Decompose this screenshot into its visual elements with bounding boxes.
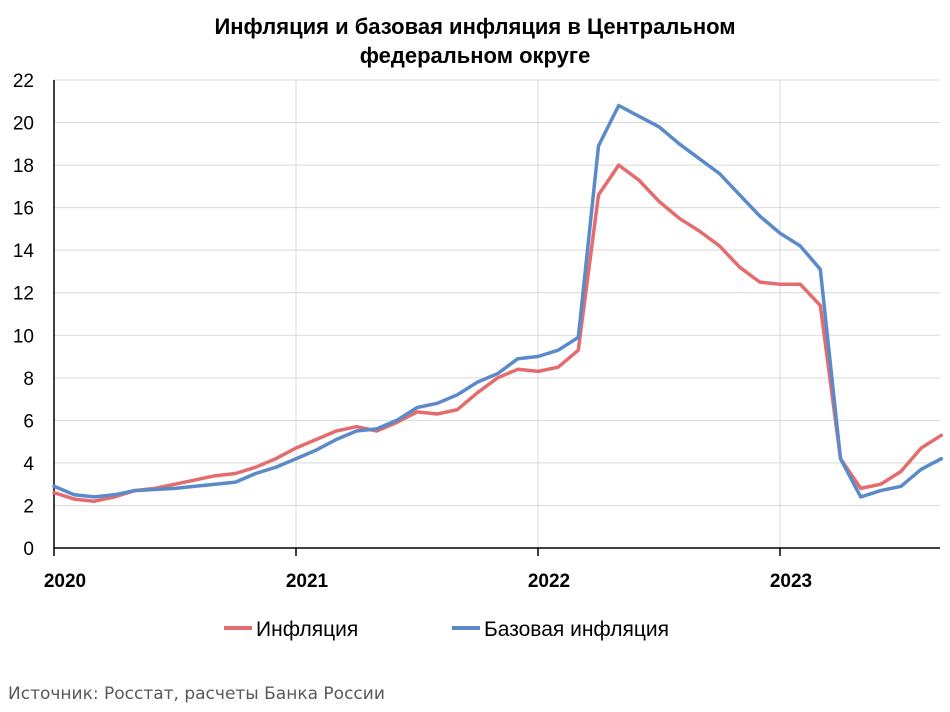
y-tick-label: 8 [23, 369, 34, 390]
y-tick-label: 14 [13, 241, 35, 262]
legend-label-1: Инфляция [256, 618, 358, 641]
series-line-2 [52, 103, 944, 499]
x-tick-label: 2023 [770, 571, 812, 592]
x-tick-label: 2021 [286, 571, 329, 592]
legend-label-2: Базовая инфляция [484, 618, 669, 641]
source-note: Источник: Росстат, расчеты Банка России [8, 684, 385, 704]
y-tick-label: 12 [13, 284, 34, 305]
y-tick-label: 2 [23, 496, 34, 517]
series-layer [52, 103, 944, 503]
y-tick-label: 4 [23, 454, 34, 475]
y-tick-label: 6 [23, 411, 34, 432]
series-line-1 [52, 163, 944, 503]
grid-layer [54, 79, 940, 548]
y-tick-label: 16 [13, 199, 34, 220]
y-tick-label: 10 [13, 326, 34, 347]
chart-title-line-2: федеральном округе [359, 43, 591, 68]
legend: Инфляция Базовая инфляция [224, 618, 669, 641]
y-tick-label: 18 [13, 156, 34, 177]
y-tick-label: 20 [13, 114, 34, 135]
chart-title-line-1: Инфляция и базовая инфляция в Центрально… [214, 14, 736, 39]
y-tick-label: 0 [23, 539, 34, 560]
chart-title: Инфляция и базовая инфляция в Центрально… [0, 12, 950, 70]
y-tick-label: 22 [13, 71, 34, 92]
x-tick-label: 2022 [528, 571, 570, 592]
x-tick-label: 2020 [44, 571, 86, 592]
